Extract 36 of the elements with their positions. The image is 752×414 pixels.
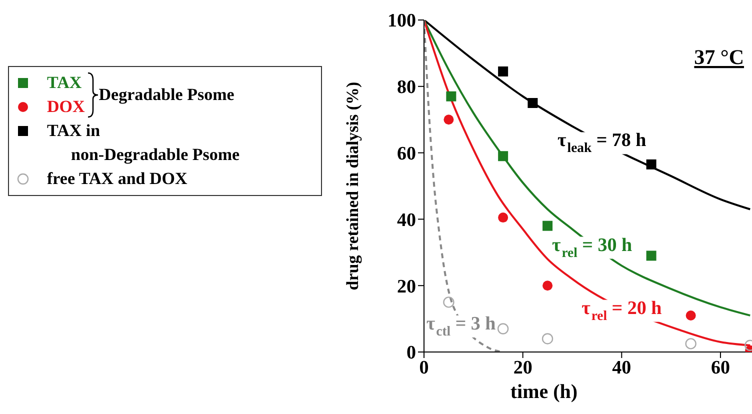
- x-tick-label: 20: [513, 357, 532, 378]
- annotation: τ$_{ctl}$ = 3 h: [426, 313, 496, 338]
- y-tick-label: 60: [397, 144, 416, 165]
- point: [542, 333, 554, 344]
- legend-label: free TAX and DOX: [47, 169, 188, 188]
- annotation: τ$_{rel}$ = 20 h: [582, 298, 662, 323]
- point: [444, 114, 454, 125]
- legend-title: Degradable Psome: [98, 84, 234, 106]
- point: [497, 323, 509, 334]
- point: [685, 338, 696, 350]
- y-tick-label: 0: [406, 342, 416, 364]
- y-axis-title: drug retained in dialysis (%): [343, 82, 362, 290]
- point: [646, 250, 656, 261]
- legend-label: TAX: [47, 72, 82, 94]
- text: 37 °C: [694, 45, 744, 69]
- point: [646, 159, 656, 170]
- point: [542, 280, 553, 291]
- point: [528, 98, 538, 108]
- x-tick-label: 0: [419, 357, 429, 378]
- annotation: τ$_{leak}$ = 78 h: [558, 130, 647, 156]
- legend-label: DOX: [47, 96, 85, 118]
- y-tick-label: 80: [397, 77, 416, 98]
- y-tick-label: 20: [397, 276, 416, 298]
- x-tick-label: 40: [612, 357, 632, 378]
- point: [498, 212, 508, 223]
- y-tick-label: 40: [397, 210, 416, 231]
- point: [498, 151, 508, 162]
- point: [443, 296, 454, 308]
- point: [686, 310, 696, 320]
- x-axis-title: time (h): [510, 381, 578, 403]
- annotation: τ$_{rel}$ = 30 h: [552, 234, 632, 260]
- point: [542, 220, 553, 231]
- point: [446, 91, 456, 102]
- point: [498, 66, 508, 76]
- x-tick-label: 60: [710, 357, 730, 378]
- y-tick-label: 100: [388, 10, 416, 32]
